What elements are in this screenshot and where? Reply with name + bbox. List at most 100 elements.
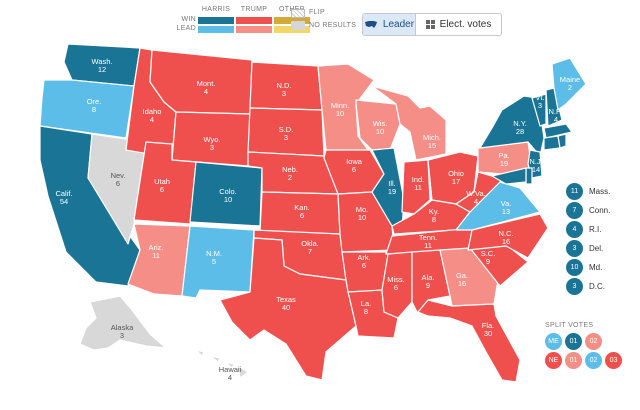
label-votes: 17 [452, 177, 460, 186]
svg-text:Calif.54: Calif. 54 [55, 189, 72, 206]
label-votes: 16 [458, 279, 466, 288]
state-in[interactable] [401, 159, 431, 215]
label-votes: 4 [204, 87, 208, 96]
label-abbr: Ore. [87, 97, 102, 106]
label-votes: 3 [120, 331, 124, 340]
label-abbr: Neb. [282, 165, 298, 174]
state-vt[interactable] [531, 93, 547, 127]
state-mi[interactable] [371, 85, 447, 161]
elect-votes-button[interactable]: Elect. votes [416, 14, 501, 35]
state-nm[interactable] [181, 225, 255, 299]
label-votes: 15 [428, 141, 436, 150]
small-state-conn[interactable]: 7 Conn. [566, 202, 610, 219]
state-ri[interactable] [557, 133, 567, 149]
state-ak[interactable] [79, 295, 167, 351]
svg-text:Tenn.11: Tenn. 11 [419, 233, 437, 250]
label-votes: 6 [352, 165, 356, 174]
small-state-mass[interactable]: 11 Mass. [566, 183, 610, 200]
svg-text:Ark.6: Ark. 6 [357, 253, 370, 270]
svg-text:S.C.9: S.C. 9 [481, 249, 496, 266]
label-abbr: Pa. [498, 151, 509, 160]
label-votes: 3 [282, 89, 286, 98]
label-abbr: Texas [276, 295, 296, 304]
state-mn[interactable] [317, 63, 375, 151]
state-tx[interactable] [219, 237, 357, 381]
label-abbr: Mich. [423, 133, 441, 142]
grid-icon [425, 20, 435, 29]
state-nc[interactable] [467, 213, 549, 259]
small-state-md[interactable]: 10 Md. [566, 259, 602, 276]
small-state-del[interactable]: 3 Del. [566, 240, 603, 257]
split-votes-title: SPLIT VOTES [545, 322, 594, 329]
label-abbr: Iowa [346, 157, 363, 166]
label-votes: 4 [554, 115, 558, 124]
split-ne-district-2[interactable]: 02 [585, 352, 602, 369]
label-abbr: Nev. [111, 171, 126, 180]
no-results-swatch [291, 21, 305, 30]
svg-text:Okla.7: Okla. 7 [301, 239, 319, 256]
svg-text:S.D.3: S.D. 3 [279, 125, 294, 142]
split-me-statewide[interactable]: ME [545, 333, 562, 350]
svg-text:Mich.15: Mich. 15 [423, 133, 441, 150]
votes-badge: 4 [566, 221, 583, 238]
svg-text:Nev.6: Nev. 6 [111, 171, 126, 188]
label-abbr: Utah [154, 177, 170, 186]
split-me-district-1[interactable]: 01 [565, 333, 582, 350]
small-state-ri[interactable]: 4 R.I. [566, 221, 601, 238]
votes-badge: 7 [566, 202, 583, 219]
state-az[interactable] [127, 223, 191, 297]
label-abbr: Mo. [356, 205, 369, 214]
label-abbr: Ill. [388, 179, 396, 188]
label-abbr: Ariz. [149, 243, 164, 252]
label-votes: 7 [308, 247, 312, 256]
state-ma[interactable] [543, 123, 573, 139]
label-abbr: Colo. [219, 187, 237, 196]
state-me[interactable] [551, 57, 587, 111]
label-abbr: N.J. [529, 157, 542, 166]
flip-swatch [291, 9, 305, 18]
small-state-name: Conn. [589, 206, 611, 215]
label-abbr: Okla. [301, 239, 319, 248]
legend-swatch-other-win [274, 17, 310, 24]
label-votes: 40 [282, 303, 290, 312]
label-votes: 19 [500, 159, 508, 168]
state-hi[interactable] [195, 349, 249, 379]
legend-header-harris: HARRIS [201, 6, 231, 13]
split-me-district-2[interactable]: 02 [585, 333, 602, 350]
votes-badge: 11 [566, 183, 583, 200]
label-votes: 11 [152, 251, 160, 260]
legend-row-lead: LEAD [176, 25, 196, 32]
label-votes: 13 [502, 207, 510, 216]
label-abbr: Ala. [422, 273, 435, 282]
label-abbr: Tenn. [419, 233, 437, 242]
svg-text:Ky.8: Ky. 8 [429, 207, 439, 224]
label-votes: 16 [502, 237, 510, 246]
svg-text:La.8: La. 8 [361, 299, 371, 316]
svg-text:N.D.3: N.D. 3 [277, 81, 292, 98]
state-fl[interactable] [417, 299, 521, 383]
label-votes: 28 [516, 127, 524, 136]
split-ne-statewide[interactable]: NE [545, 352, 562, 369]
state-nh[interactable] [545, 87, 563, 127]
leader-button[interactable]: Leader [363, 14, 416, 35]
small-state-dc[interactable]: 3 D.C. [566, 278, 605, 295]
label-abbr: Vt. [535, 93, 544, 102]
state-ct[interactable] [543, 135, 561, 151]
split-ne-district-3[interactable]: 03 [605, 352, 622, 369]
split-ne-district-1[interactable]: 01 [565, 352, 582, 369]
svg-text:Colo.10: Colo. 10 [219, 187, 237, 204]
label-abbr: Wis. [373, 119, 388, 128]
view-toggle: Leader Elect. votes [362, 13, 502, 36]
label-votes: 2 [288, 173, 292, 182]
label-abbr: Wyo. [203, 135, 220, 144]
legend-header-trump: TRUMP [240, 6, 268, 13]
state-md[interactable] [491, 167, 527, 185]
state-or[interactable] [39, 79, 135, 139]
svg-text:Ill.19: Ill. 19 [388, 179, 396, 196]
